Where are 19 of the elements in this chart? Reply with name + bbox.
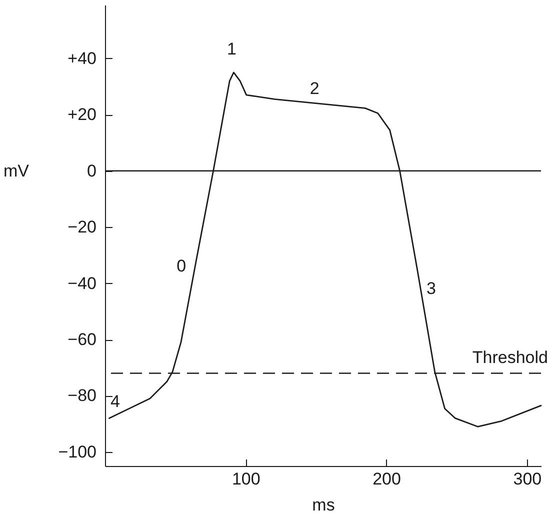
annotation: 4 (110, 392, 120, 412)
x-axis-title: ms (312, 496, 335, 514)
ref-line-label: Threshold (472, 348, 548, 368)
annotation: 0 (176, 256, 186, 276)
annotation: 2 (310, 79, 320, 98)
y-tick-label: −60 (68, 330, 96, 350)
annotation: 1 (226, 39, 236, 58)
x-tick-label: 300 (513, 470, 542, 488)
y-axis-title: mV (4, 161, 30, 180)
y-tick-label: −40 (68, 274, 96, 293)
y-tick-label: −100 (58, 442, 96, 462)
x-tick-label: 200 (372, 470, 401, 488)
y-tick-label: −80 (68, 386, 96, 406)
y-tick-label: +40 (68, 48, 96, 68)
y-tick-label: 0 (87, 161, 96, 180)
y-tick-label: −20 (68, 218, 96, 237)
y-tick-label: +20 (68, 105, 96, 124)
x-tick-label: 100 (232, 470, 260, 488)
annotation: 3 (426, 279, 436, 298)
